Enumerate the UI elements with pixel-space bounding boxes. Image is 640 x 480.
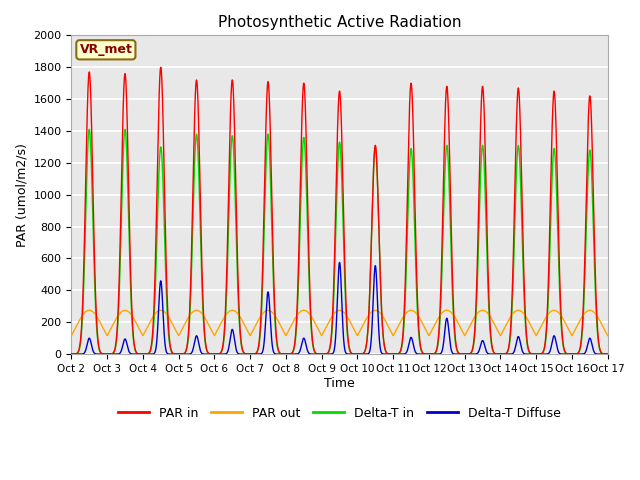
Text: VR_met: VR_met [79,43,132,56]
Legend: PAR in, PAR out, Delta-T in, Delta-T Diffuse: PAR in, PAR out, Delta-T in, Delta-T Dif… [113,402,566,425]
Y-axis label: PAR (umol/m2/s): PAR (umol/m2/s) [15,143,28,247]
X-axis label: Time: Time [324,377,355,390]
Title: Photosynthetic Active Radiation: Photosynthetic Active Radiation [218,15,461,30]
